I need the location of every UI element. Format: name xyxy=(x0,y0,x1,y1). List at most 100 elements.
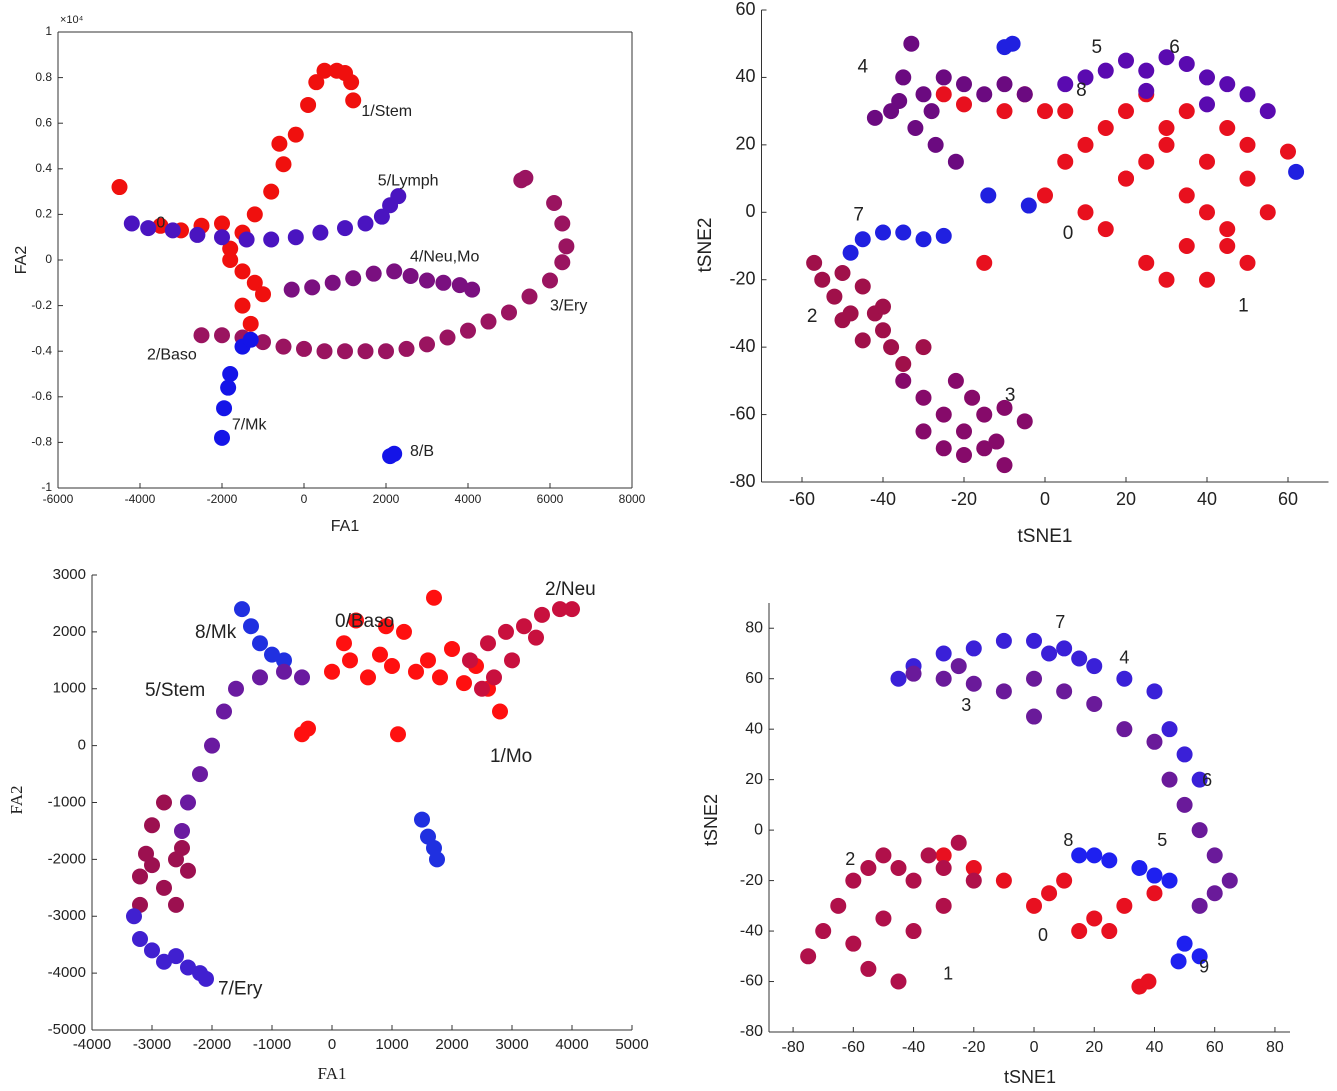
point xyxy=(1131,859,1148,876)
point xyxy=(126,908,142,925)
y-tick-label: 0 xyxy=(78,737,86,754)
point xyxy=(935,847,952,864)
point xyxy=(451,277,468,294)
point xyxy=(965,640,982,657)
point xyxy=(1239,254,1256,271)
point xyxy=(1191,948,1208,965)
point xyxy=(342,652,358,669)
point xyxy=(402,267,419,284)
point xyxy=(432,669,448,686)
point xyxy=(1140,973,1157,990)
y-tick-label: -0.2 xyxy=(31,298,52,312)
y-tick-label: -3000 xyxy=(48,907,86,924)
x-tick-label: 1000 xyxy=(375,1036,408,1053)
y-axis-label: tSNE2 xyxy=(695,218,716,273)
point xyxy=(414,811,430,828)
point xyxy=(1086,847,1103,864)
point xyxy=(860,859,877,876)
y-tick-label: -40 xyxy=(729,336,755,356)
point xyxy=(965,859,982,876)
point xyxy=(204,737,220,754)
point xyxy=(1146,683,1163,700)
point xyxy=(1158,49,1175,66)
point xyxy=(283,281,300,298)
y-tick-label: -20 xyxy=(740,872,763,889)
y-tick-label: 60 xyxy=(745,670,763,687)
point xyxy=(976,254,993,271)
point xyxy=(1191,822,1208,839)
point xyxy=(903,35,920,52)
point xyxy=(1004,35,1021,52)
point xyxy=(156,879,172,896)
x-tick-label: -60 xyxy=(842,1039,865,1056)
point xyxy=(276,652,292,669)
point xyxy=(1158,120,1175,136)
point xyxy=(1116,670,1133,687)
point xyxy=(947,153,964,170)
point xyxy=(480,313,497,330)
point xyxy=(492,703,508,720)
x-tick-label: -20 xyxy=(962,1039,985,1056)
point xyxy=(1057,103,1074,120)
y-tick-label: 0 xyxy=(754,821,763,838)
point xyxy=(337,343,353,360)
point xyxy=(252,635,268,652)
x-tick-label: 20 xyxy=(1116,489,1136,509)
point xyxy=(1026,632,1043,649)
point xyxy=(263,183,280,200)
point xyxy=(950,658,967,675)
point xyxy=(222,366,239,382)
point xyxy=(1016,413,1033,430)
point xyxy=(1170,953,1187,970)
point xyxy=(534,606,550,623)
point xyxy=(1057,76,1074,93)
y-tick-label: -0.8 xyxy=(31,435,52,449)
cluster-label: 3 xyxy=(1005,385,1016,406)
point xyxy=(907,120,924,136)
point xyxy=(275,338,292,355)
point xyxy=(956,447,972,464)
point xyxy=(1158,136,1175,153)
x-tick-label: -1000 xyxy=(253,1036,291,1053)
point xyxy=(1176,796,1193,813)
point xyxy=(1206,847,1223,864)
point xyxy=(252,669,268,686)
point xyxy=(552,601,568,618)
point xyxy=(1056,683,1073,700)
point xyxy=(935,86,952,103)
cluster-label: 5/Stem xyxy=(145,680,205,701)
point xyxy=(214,215,230,232)
point xyxy=(895,372,912,389)
point xyxy=(965,675,982,692)
point xyxy=(343,74,360,91)
x-tick-label: -6000 xyxy=(43,492,74,506)
y-tick-label: 20 xyxy=(735,134,755,154)
point xyxy=(480,635,496,652)
point xyxy=(316,343,333,360)
point xyxy=(198,970,214,987)
point xyxy=(516,618,532,635)
point xyxy=(854,278,871,295)
x-tick-label: 60 xyxy=(1278,489,1298,509)
point xyxy=(995,683,1012,700)
point xyxy=(1138,153,1155,170)
point xyxy=(255,334,271,351)
point xyxy=(220,379,237,396)
cluster-label: 2/Neu xyxy=(545,579,596,600)
point xyxy=(294,726,310,743)
point xyxy=(976,406,993,423)
point xyxy=(995,632,1012,649)
point xyxy=(976,86,993,103)
y-tick-label: -4000 xyxy=(48,964,86,981)
point xyxy=(905,923,922,940)
y-tick-label: -2000 xyxy=(48,850,86,867)
point xyxy=(1199,204,1215,221)
point xyxy=(935,670,952,687)
x-axis-label: tSNE1 xyxy=(1018,526,1073,547)
point xyxy=(276,663,292,680)
point xyxy=(845,935,862,952)
cluster-label: 7/Mk xyxy=(232,416,268,433)
cluster-label: 2 xyxy=(807,306,818,327)
point xyxy=(1161,771,1178,788)
point xyxy=(1071,650,1088,667)
